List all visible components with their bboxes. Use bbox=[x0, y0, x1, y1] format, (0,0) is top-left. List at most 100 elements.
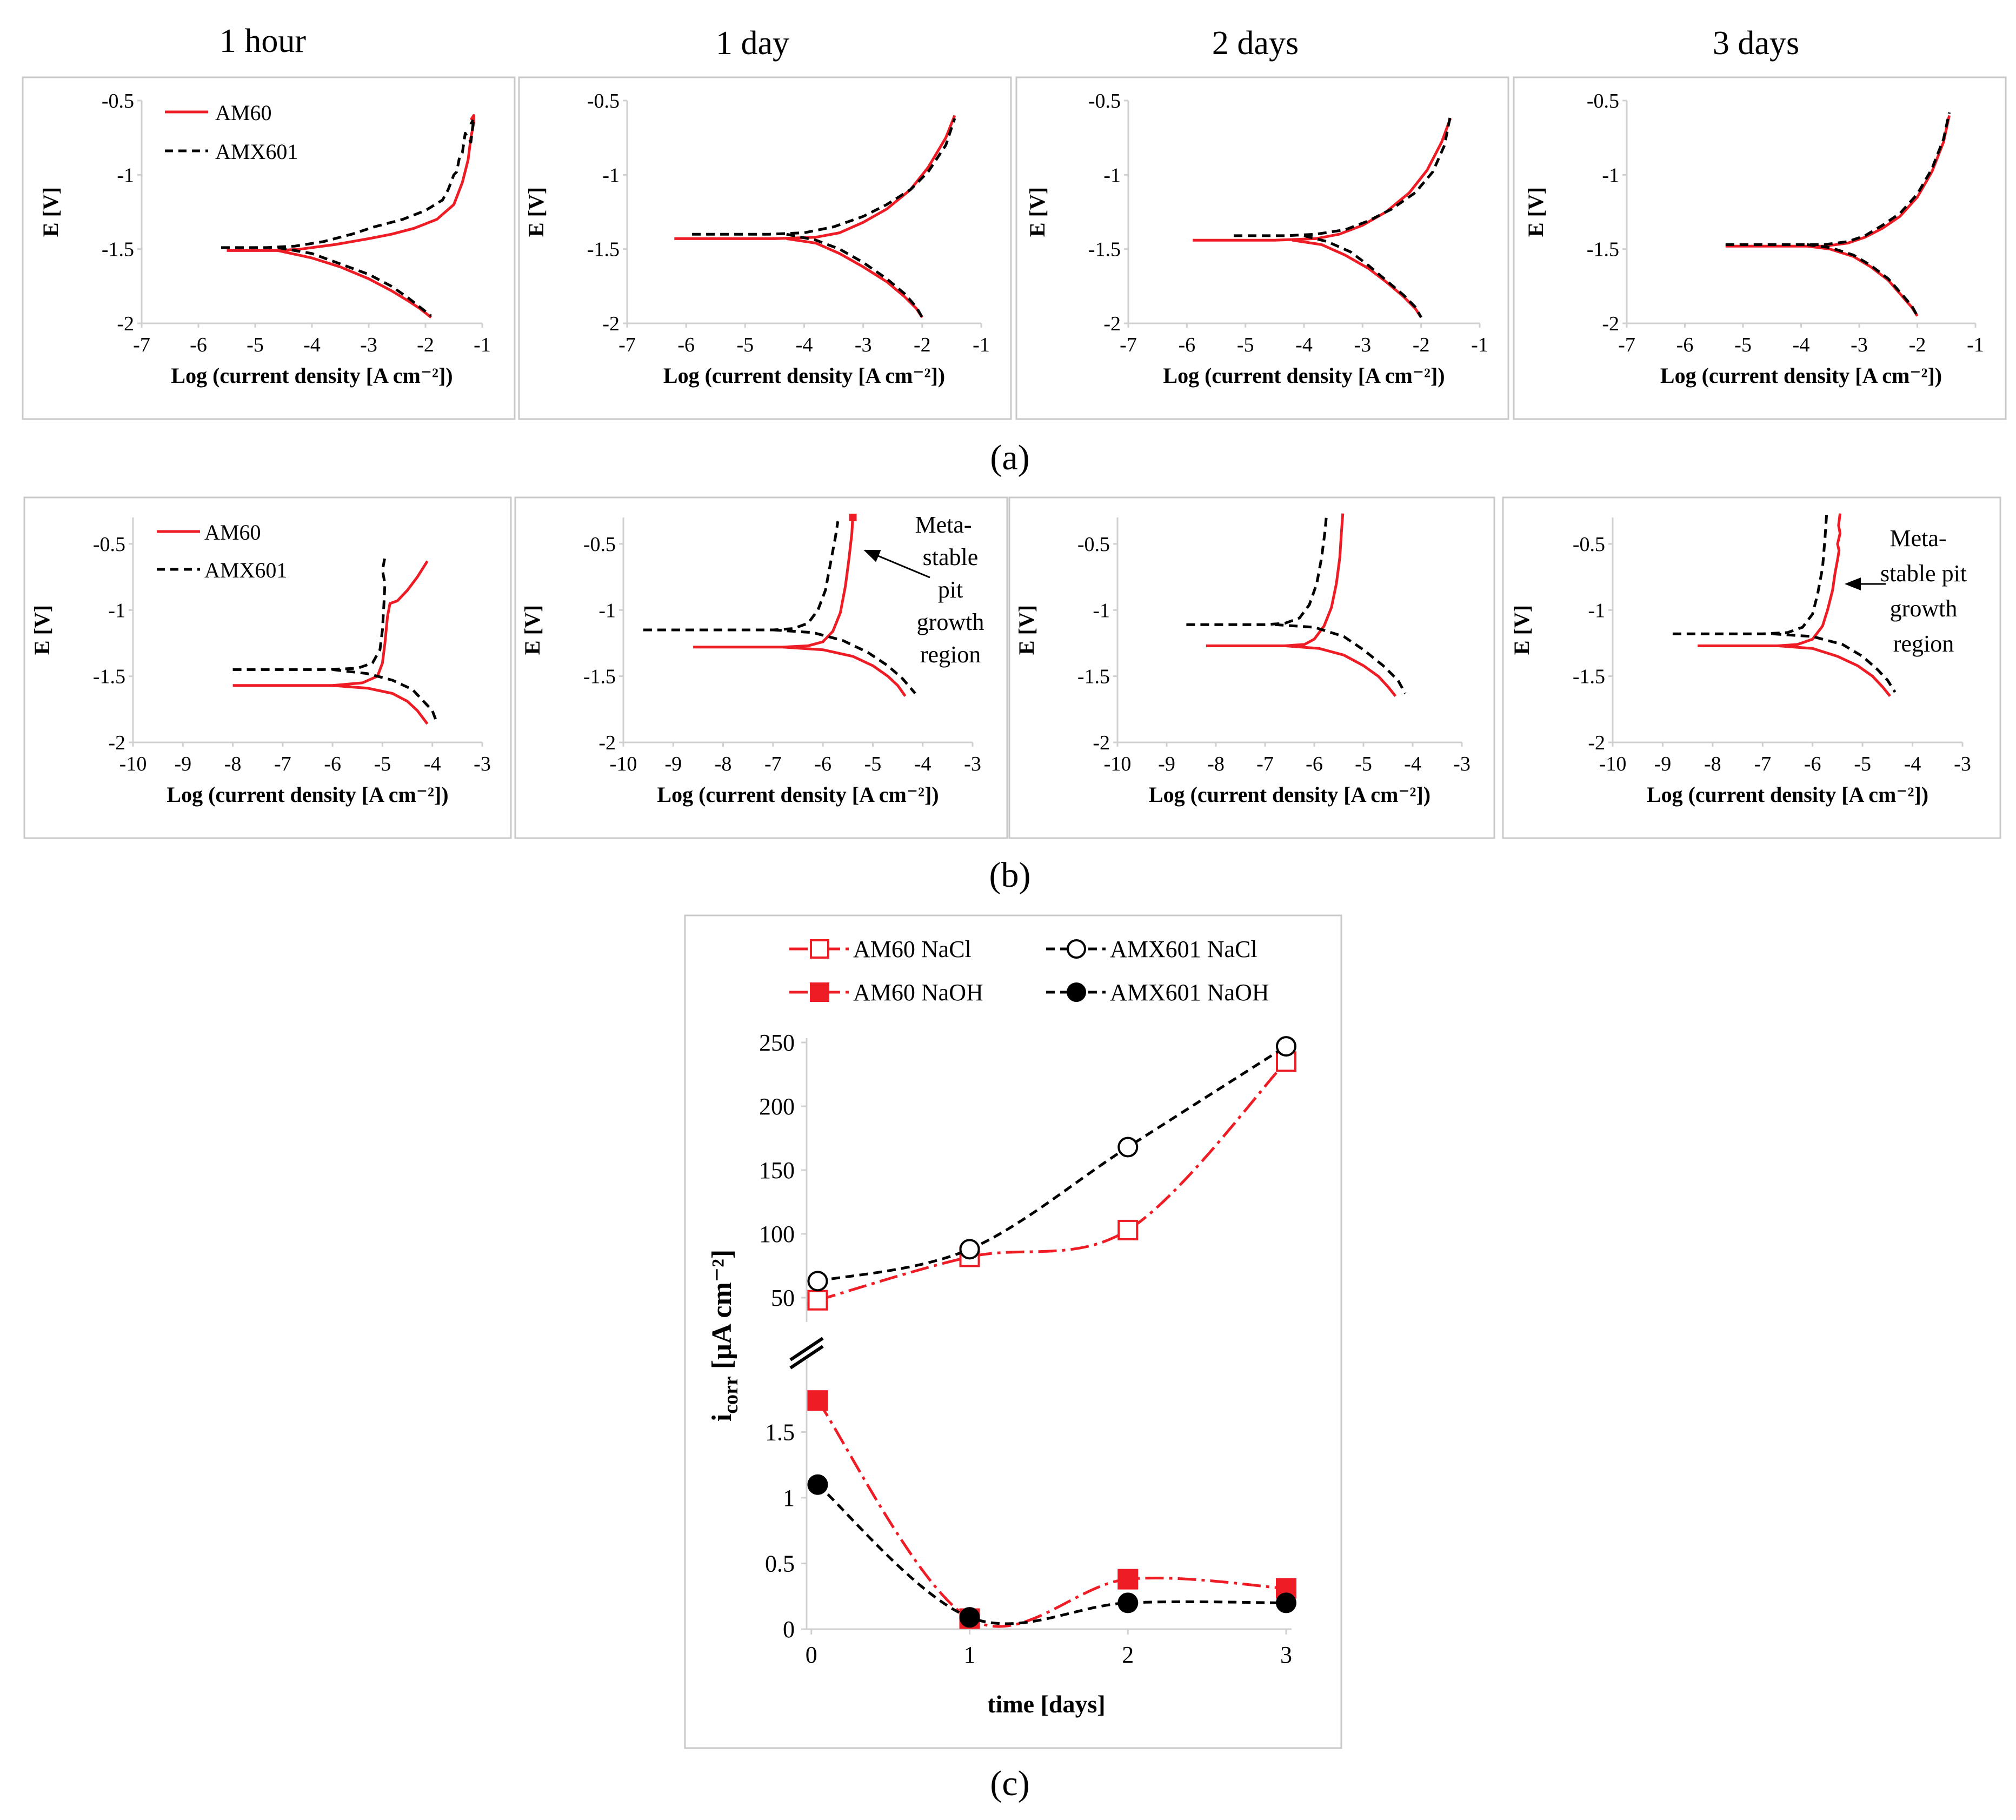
x-tick-label: -9 bbox=[664, 753, 682, 775]
data-point bbox=[1117, 1592, 1139, 1613]
x-tick-label: -3 bbox=[360, 334, 377, 356]
metastable-annotation: Meta- stable pit growth region bbox=[1845, 525, 1967, 657]
x-tick-label: -5 bbox=[1237, 334, 1254, 356]
x-tick-label: -9 bbox=[1158, 753, 1175, 775]
series-line bbox=[817, 1060, 1287, 1302]
legend: AM60 NaCl AMX601 NaCl AM60 NaOH AMX601 NaOH bbox=[789, 936, 1269, 1006]
legend-am60-label: AM60 bbox=[204, 520, 261, 544]
x-tick-label: 0 bbox=[806, 1642, 817, 1668]
annotation-line-3: pit bbox=[938, 576, 963, 603]
data-point bbox=[807, 1271, 828, 1292]
amx601-curve bbox=[1772, 632, 1897, 693]
am60-curve bbox=[232, 560, 429, 687]
y-tick-label: -0.5 bbox=[1077, 533, 1110, 556]
legend-label: AMX601 NaCl bbox=[1110, 936, 1257, 962]
x-tick-label: 1 bbox=[964, 1642, 976, 1668]
amx601-curve bbox=[1672, 514, 1828, 635]
y-tick-label: -0.5 bbox=[1088, 90, 1121, 112]
x-tick-label: -6 bbox=[324, 753, 341, 775]
annotation-line-2: stable pit bbox=[1880, 560, 1967, 587]
am60-curve bbox=[1206, 513, 1345, 647]
x-tick-label: -4 bbox=[303, 334, 321, 356]
panel-frame bbox=[518, 76, 1012, 420]
title-1-hour: 1 hour bbox=[219, 23, 307, 59]
x-tick-label: -2 bbox=[417, 334, 434, 356]
y-tick-label: -1 bbox=[1588, 599, 1605, 622]
y-tick-label: -0.5 bbox=[102, 90, 134, 112]
x-tick-label: -10 bbox=[1104, 753, 1132, 775]
legend-label: AMX601 NaOH bbox=[1110, 979, 1269, 1006]
metastable-marker bbox=[849, 514, 857, 521]
x-tick-label: -6 bbox=[1804, 753, 1821, 775]
x-tick-label: -7 bbox=[133, 334, 150, 356]
y-tick-label: -1.5 bbox=[583, 666, 616, 688]
y-tick-label: -1 bbox=[1602, 164, 1619, 187]
y-tick-label: -0.5 bbox=[1587, 90, 1619, 112]
legend-marker bbox=[1067, 982, 1086, 1002]
y-tick-label: 1 bbox=[783, 1485, 795, 1511]
x-tick-label: -3 bbox=[1954, 753, 1971, 775]
panel-frame bbox=[1008, 496, 1495, 839]
am60-curve bbox=[693, 514, 854, 649]
data-point bbox=[1276, 1036, 1296, 1057]
am60-curve bbox=[1777, 644, 1891, 697]
x-axis-label: Log (current density [A cm⁻²]) bbox=[1647, 782, 1928, 807]
x-tick-label: -8 bbox=[224, 753, 242, 775]
x-tick-label: -4 bbox=[1793, 334, 1810, 356]
x-tick-label: -7 bbox=[618, 334, 636, 356]
x-tick-label: -5 bbox=[374, 753, 391, 775]
panel-frame bbox=[514, 496, 1008, 839]
y-tick-label: -1.5 bbox=[587, 238, 620, 261]
y-tick-label: -0.5 bbox=[583, 533, 616, 556]
am60-curve bbox=[674, 115, 956, 240]
panel-b3: -10 -9 -8 -7 -6 -5 -4 -3 -0.5 -1 -1.5 -2 Log (curren… bbox=[1008, 496, 1495, 839]
panel-frame bbox=[1513, 76, 2007, 420]
y-axis-label-main: i bbox=[707, 1414, 737, 1422]
amx601-curve bbox=[1234, 115, 1452, 237]
y-axis-label: E [V] bbox=[1509, 605, 1534, 655]
metastable-annotation: Meta- stable pit growth region bbox=[863, 512, 984, 668]
amx601-curve bbox=[1186, 513, 1328, 626]
annotation-line-4: region bbox=[1893, 630, 1954, 657]
y-tick-label: -2 bbox=[1103, 313, 1121, 335]
title-3-days: 3 days bbox=[1713, 25, 1799, 62]
x-tick-label: -2 bbox=[914, 334, 931, 356]
y-axis-label: E [V] bbox=[1014, 605, 1039, 655]
x-tick-label: -10 bbox=[1599, 753, 1627, 775]
panel-frame bbox=[1015, 76, 1509, 420]
panel-frame bbox=[684, 914, 1342, 1749]
y-tick-label: -2 bbox=[117, 313, 134, 335]
am60-curve bbox=[1806, 244, 1919, 317]
annotation-line-4: growth bbox=[917, 609, 984, 635]
legend-marker bbox=[1067, 939, 1086, 959]
amx601-curve bbox=[232, 556, 387, 671]
panel-b1: AM60 AMX601 -10 -9 -8 -7 -6 -5 -4 -3 -0.5 -1 -1.5 -… bbox=[23, 496, 512, 839]
y-tick-label: -0.5 bbox=[93, 533, 125, 556]
x-tick-label: -3 bbox=[1354, 334, 1372, 356]
x-tick-label: -1 bbox=[1471, 334, 1488, 356]
y-tick-label: -1 bbox=[1103, 164, 1121, 187]
y-tick-label: -1 bbox=[117, 164, 134, 187]
annotation-line-2: stable bbox=[923, 544, 979, 570]
x-tick-label: -3 bbox=[855, 334, 872, 356]
y-tick-label: 50 bbox=[771, 1285, 795, 1311]
x-tick-label: -10 bbox=[119, 753, 147, 775]
y-tick-label: -2 bbox=[598, 732, 616, 754]
title-2-days: 2 days bbox=[1212, 25, 1299, 62]
legend-label: AM60 NaCl bbox=[853, 936, 972, 962]
annotation-line-1: Meta- bbox=[915, 512, 972, 538]
am60-curve bbox=[1285, 644, 1397, 697]
x-tick-label: -3 bbox=[1851, 334, 1868, 356]
x-tick-label: -3 bbox=[474, 753, 491, 775]
y-axis-label: E [V] bbox=[520, 605, 544, 655]
series-line bbox=[816, 1483, 1287, 1625]
x-tick-label: -5 bbox=[1355, 753, 1372, 775]
y-tick-label: -1.5 bbox=[93, 666, 125, 688]
x-tick-label: -8 bbox=[1704, 753, 1721, 775]
panel-a1: AM60 AMX601 -7 -6 -5 -4 -3 -2 -1 -0.5 -1 -1.5 -2 Lo… bbox=[22, 76, 516, 420]
x-tick-label: -6 bbox=[1676, 334, 1694, 356]
x-tick-label: -5 bbox=[247, 334, 264, 356]
legend-marker bbox=[810, 982, 829, 1002]
x-tick-label: -4 bbox=[424, 753, 441, 775]
y-tick-label: 100 bbox=[759, 1221, 795, 1247]
